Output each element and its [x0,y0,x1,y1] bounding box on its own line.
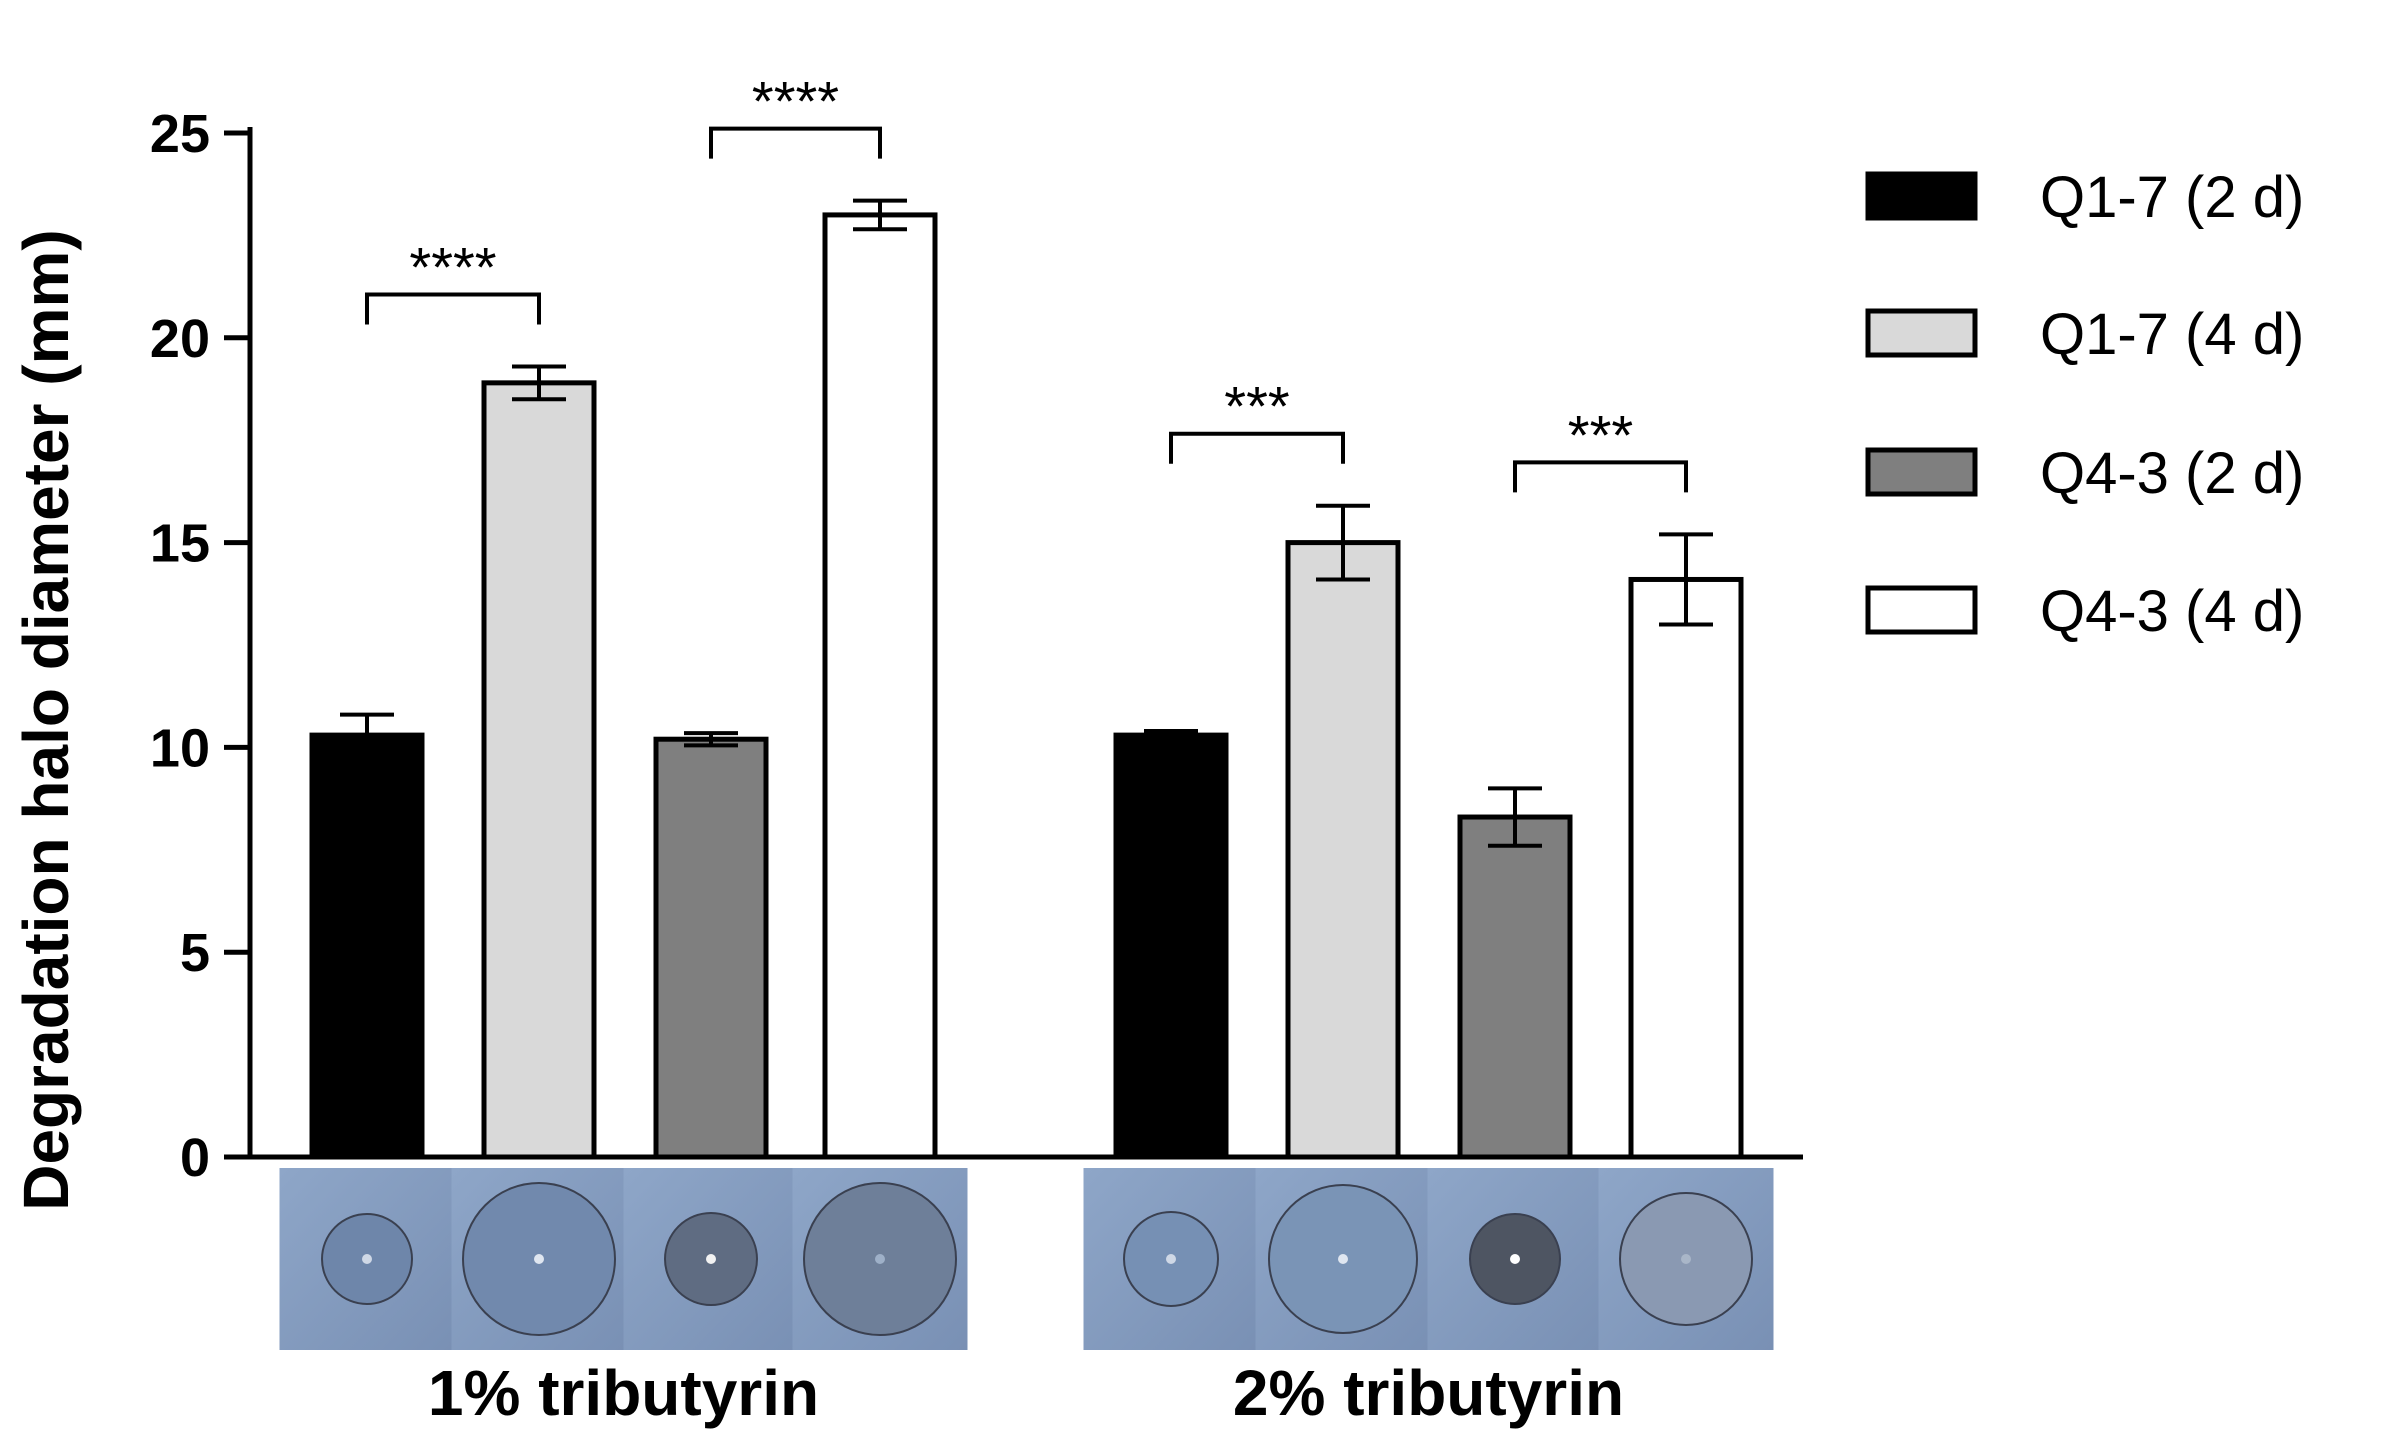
colony-dot [875,1254,885,1264]
plate-q1-7-2d-1pct [279,1168,455,1350]
bar [1628,576,1744,1160]
legend-swatch [1865,447,1978,497]
error-bar [1316,503,1370,582]
plate-q4-3-4d-1pct [792,1168,968,1350]
legend-swatch [1865,308,1978,358]
legend-label: Q1-7 (4 d) [2040,302,2304,367]
plate-photos [279,1168,1774,1350]
colony-dot [1681,1254,1691,1264]
bar [653,736,769,1160]
error-bar [1488,786,1542,848]
colony-dot [1338,1254,1348,1264]
bracket-line [1513,460,1688,493]
y-axis-title: Degradation halo diameter (mm) [10,229,82,1211]
colony-dot [706,1254,716,1264]
plate-q4-3-2d-1pct [623,1168,799,1350]
legend-item: Q1-7 (4 d) [1865,302,2304,367]
legend-item: Q4-3 (2 d) [1865,441,2304,506]
bar [822,212,938,1160]
legend-label: Q4-3 (2 d) [2040,441,2304,506]
colony-dot [362,1254,372,1264]
y-tick-label: 15 [150,514,210,574]
legend-swatch [1865,171,1978,221]
legend: Q1-7 (2 d) Q1-7 (4 d) Q4-3 (2 d) Q4-3 (4 d) [1865,165,2304,644]
significance-bracket: *** [1169,375,1345,464]
legend-item: Q4-3 (4 d) [1865,579,2304,644]
group-labels: 1% tributyrin 2% tributyrin [428,1357,1624,1429]
colony-dot [534,1254,544,1264]
plate-q1-7-4d-1pct [451,1168,627,1350]
significance-bracket: **** [365,235,541,325]
y-tick-label: 0 [180,1128,210,1188]
error-bar [340,712,394,758]
y-tick-label: 5 [180,923,210,983]
plate-q1-7-4d-2pct [1255,1168,1431,1350]
plate-q4-3-2d-2pct [1427,1168,1603,1350]
error-bar [853,198,907,232]
error-bar [1144,729,1198,742]
bar [1285,540,1401,1160]
group-label: 2% tributyrin [1233,1357,1624,1429]
y-tick-label: 20 [150,309,210,369]
significance-brackets: *********** *** [365,70,1688,493]
colony-dot [1510,1254,1520,1264]
bracket-line [709,126,882,159]
error-bar [512,364,566,402]
error-bars [340,198,1713,848]
y-tick-label: 25 [150,104,210,164]
error-bar [684,731,738,748]
significance-label: **** [409,235,496,298]
colony-dot [1166,1254,1176,1264]
legend-swatch [1865,585,1978,635]
bracket-line [365,292,541,325]
bar [1113,732,1229,1160]
significance-label: *** [1568,403,1633,466]
significance-bracket: *** [1513,403,1688,493]
plate-q4-3-4d-2pct [1598,1168,1774,1350]
legend-label: Q4-3 (4 d) [2040,579,2304,644]
bar [481,380,597,1160]
significance-label: **** [752,70,839,133]
bars [309,212,1744,1160]
legend-label: Q1-7 (2 d) [2040,165,2304,230]
significance-bracket: **** [709,70,882,159]
bracket-line [1169,431,1345,464]
bar [1457,814,1573,1160]
bar [309,732,425,1160]
plate-q1-7-2d-2pct [1083,1168,1259,1350]
significance-label: *** [1224,375,1289,438]
error-bar [1659,532,1713,627]
y-tick-label: 10 [150,718,210,778]
group-label: 1% tributyrin [428,1357,819,1429]
legend-item: Q1-7 (2 d) [1865,165,2304,230]
